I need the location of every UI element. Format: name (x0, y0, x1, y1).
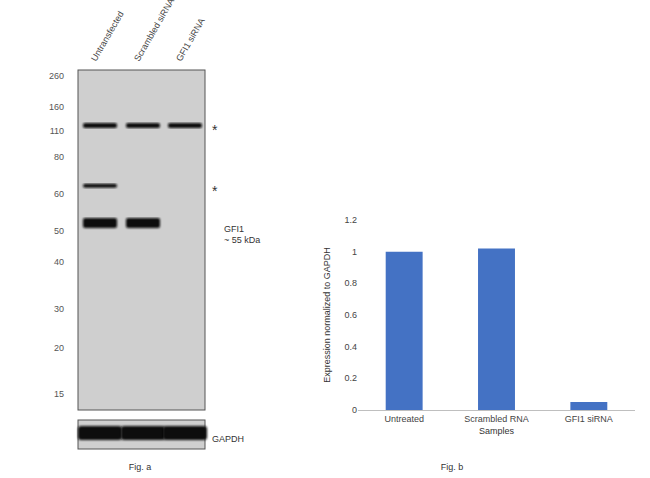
svg-text:15: 15 (54, 389, 64, 399)
svg-text:Expression normalized to GAPDH: Expression normalized to GAPDH (322, 247, 332, 383)
svg-text:0: 0 (352, 405, 357, 415)
svg-text:~ 55 kDa: ~ 55 kDa (224, 235, 260, 245)
svg-text:Samples: Samples (479, 426, 515, 436)
svg-text:80: 80 (54, 152, 64, 162)
svg-text:Scrambled RNA: Scrambled RNA (464, 414, 529, 424)
svg-text:0.4: 0.4 (344, 342, 357, 352)
svg-text:60: 60 (54, 189, 64, 199)
svg-text:GAPDH: GAPDH (212, 434, 244, 444)
svg-text:*: * (212, 183, 218, 199)
svg-text:Scrambled siRNA: Scrambled siRNA (132, 0, 176, 63)
svg-text:260: 260 (49, 71, 64, 81)
svg-text:GFI1: GFI1 (224, 224, 244, 234)
svg-text:0.2: 0.2 (344, 373, 357, 383)
svg-text:40: 40 (54, 257, 64, 267)
svg-text:GFI1 siRNA: GFI1 siRNA (565, 414, 613, 424)
svg-text:160: 160 (49, 102, 64, 112)
svg-text:1.2: 1.2 (344, 215, 357, 225)
svg-text:Fig. b: Fig. b (441, 462, 464, 472)
svg-text:30: 30 (54, 304, 64, 314)
svg-text:Untreated: Untreated (384, 414, 424, 424)
svg-text:*: * (212, 122, 218, 138)
svg-text:1: 1 (352, 247, 357, 257)
svg-text:0.6: 0.6 (344, 310, 357, 320)
svg-text:0.8: 0.8 (344, 278, 357, 288)
svg-text:Untransfected: Untransfected (89, 9, 126, 63)
svg-text:Fig. a: Fig. a (129, 462, 152, 472)
svg-text:GFI1 siRNA: GFI1 siRNA (174, 16, 207, 63)
svg-text:20: 20 (54, 343, 64, 353)
svg-text:110: 110 (50, 126, 64, 136)
svg-text:50: 50 (54, 226, 64, 236)
